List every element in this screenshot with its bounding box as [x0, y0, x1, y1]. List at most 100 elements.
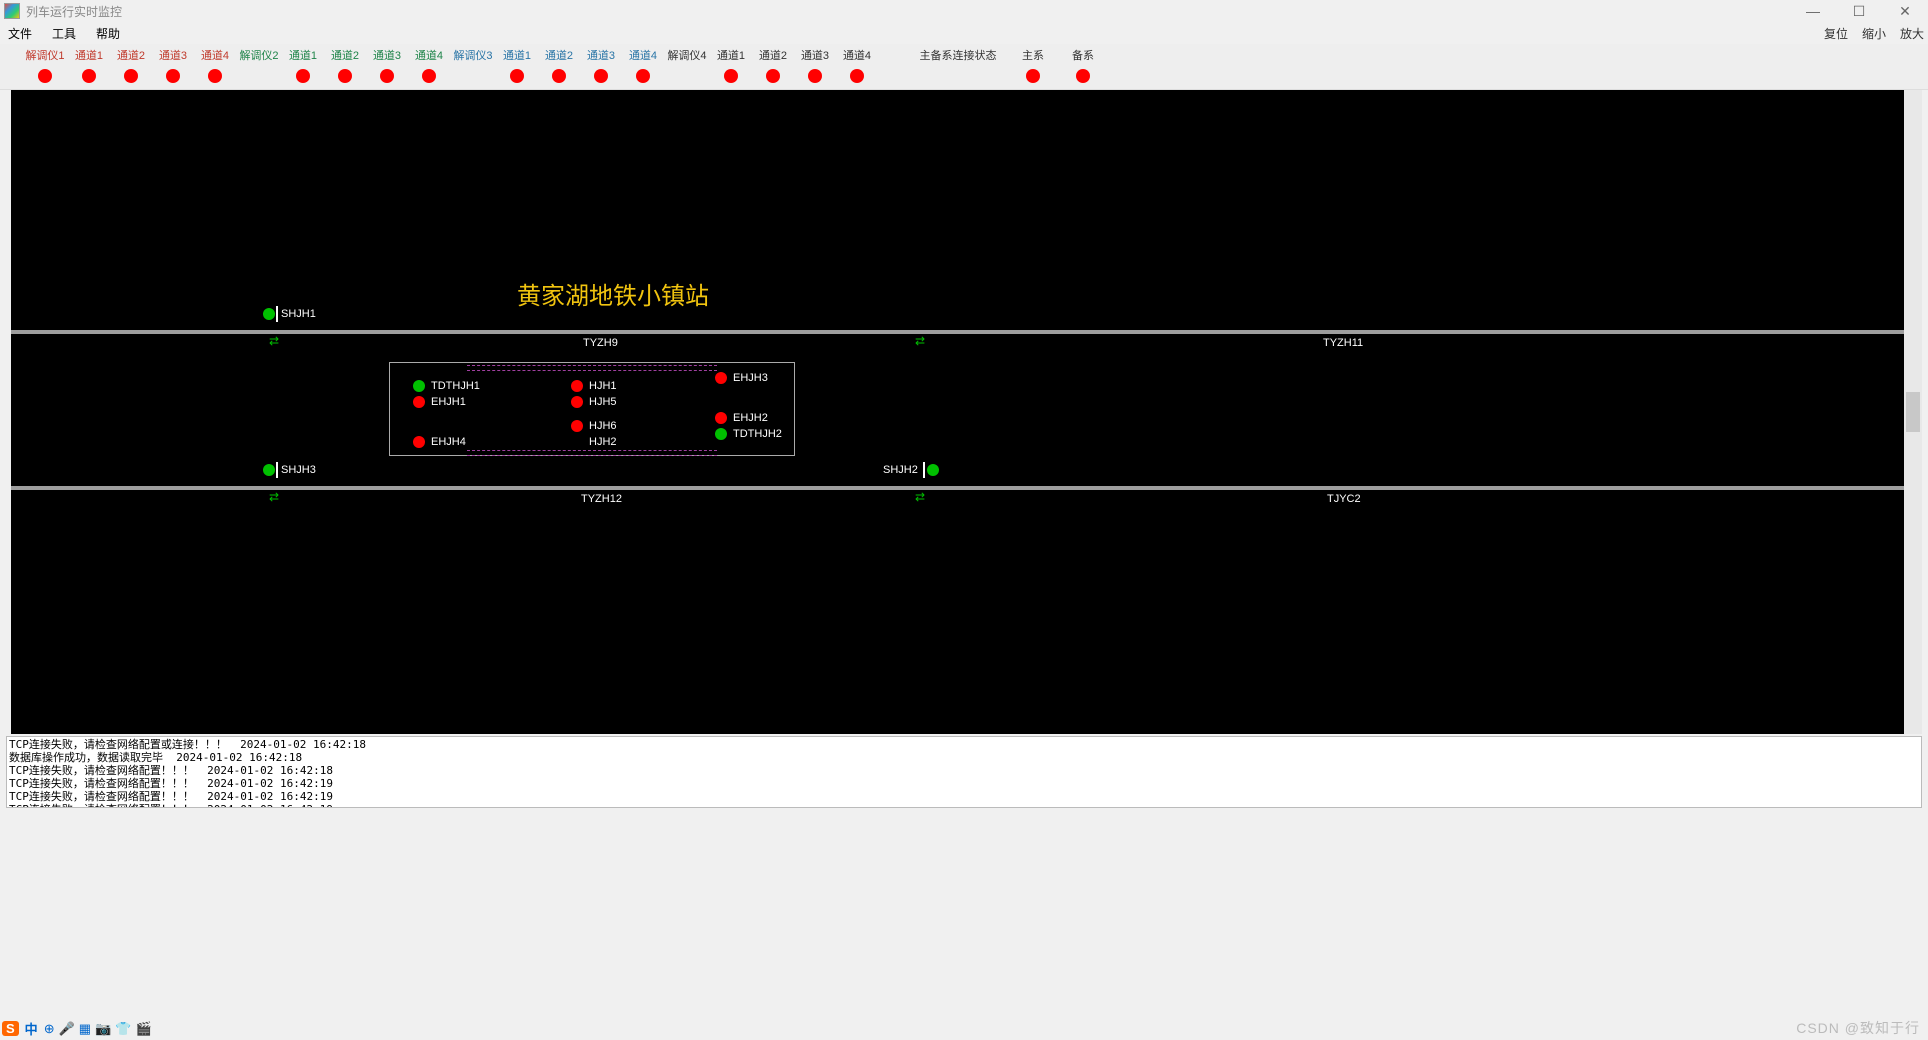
signal-mast [276, 462, 278, 478]
status-cell: 主备系连接状态 [908, 48, 1008, 88]
status-cell: 解调仪4 [664, 48, 710, 88]
status-label: 解调仪2 [236, 48, 282, 64]
signal-light[interactable] [413, 436, 425, 448]
platform-edge [467, 450, 717, 456]
status-label: 通道4 [622, 48, 664, 64]
menu-tool[interactable]: 工具 [52, 25, 76, 42]
status-label: 通道4 [836, 48, 878, 64]
status-dot [908, 64, 1008, 88]
status-dot [1058, 64, 1108, 88]
status-dot [878, 64, 908, 88]
window-close-button[interactable]: ✕ [1882, 0, 1928, 22]
status-dot [324, 64, 366, 88]
platform-edge [467, 365, 717, 371]
menu-file[interactable]: 文件 [8, 25, 32, 42]
signal-light[interactable] [571, 396, 583, 408]
status-cell: 通道1 [282, 48, 324, 88]
signal-mast [923, 462, 925, 478]
ime-lang-icon[interactable]: 中 [25, 1019, 38, 1038]
btn-reset[interactable]: 复位 [1824, 25, 1848, 42]
status-dot [496, 64, 538, 88]
signal-light[interactable] [263, 464, 275, 476]
status-dot [538, 64, 580, 88]
signal-light[interactable] [263, 308, 275, 320]
signal-light[interactable] [715, 428, 727, 440]
station-title: 黄家湖地铁小镇站 [517, 276, 709, 311]
app-icon [4, 3, 20, 19]
track-label: TYZH11 [1323, 337, 1363, 349]
status-dot [664, 64, 710, 88]
track-label: TJYC2 [1327, 493, 1361, 505]
direction-arrow-icon: ⇄ [915, 334, 925, 348]
status-dot [22, 64, 68, 88]
signal-label: TDTHJH2 [733, 428, 782, 440]
direction-arrow-icon: ⇄ [269, 334, 279, 348]
status-cell: 通道4 [622, 48, 664, 88]
status-cell: 解调仪1 [22, 48, 68, 88]
status-cell [878, 48, 908, 88]
status-dot [580, 64, 622, 88]
status-label: 通道4 [408, 48, 450, 64]
signal-light[interactable] [715, 412, 727, 424]
status-cell: 通道4 [194, 48, 236, 88]
status-dot [194, 64, 236, 88]
status-dot [794, 64, 836, 88]
signal-label: SHJH2 [883, 464, 918, 476]
status-label: 通道1 [496, 48, 538, 64]
status-label: 通道3 [152, 48, 194, 64]
track-diagram-canvas[interactable]: 黄家湖地铁小镇站 TYZH9TYZH11TYZH12TJYC2⇄⇄⇄⇄SHJH1… [11, 90, 1917, 734]
signal-light[interactable] [715, 372, 727, 384]
signal-light[interactable] [571, 420, 583, 432]
status-label: 通道1 [68, 48, 110, 64]
ime-tool-icon[interactable]: 👕 [115, 1021, 131, 1036]
status-label: 解调仪4 [664, 48, 710, 64]
status-cell: 主系 [1008, 48, 1058, 88]
ime-tool-icon[interactable]: 📷 [95, 1021, 111, 1036]
window-minimize-button[interactable]: — [1790, 0, 1836, 22]
status-label: 通道2 [752, 48, 794, 64]
direction-arrow-icon: ⇄ [269, 490, 279, 504]
log-panel[interactable]: TCP连接失败，请检查网络配置或连接！！！ 2024-01-02 16:42:1… [6, 736, 1922, 808]
status-cell: 通道2 [110, 48, 152, 88]
signal-light[interactable] [413, 380, 425, 392]
signal-light[interactable] [413, 396, 425, 408]
btn-enlarge[interactable]: 放大 [1900, 25, 1924, 42]
watermark: CSDN @致知于行 [1796, 1018, 1920, 1038]
status-dot [622, 64, 664, 88]
status-dot [110, 64, 152, 88]
status-cell: 通道4 [408, 48, 450, 88]
track-label: TYZH12 [581, 493, 622, 505]
signal-label: TDTHJH1 [431, 380, 480, 392]
signal-light[interactable] [571, 380, 583, 392]
canvas-scrollbar[interactable] [1904, 90, 1922, 734]
ime-logo-icon[interactable]: S [2, 1021, 19, 1036]
status-dot [68, 64, 110, 88]
status-cell: 通道4 [836, 48, 878, 88]
status-label: 主备系连接状态 [908, 48, 1008, 64]
ime-tool-icon[interactable]: ⊕ [44, 1021, 55, 1036]
signal-light[interactable] [927, 464, 939, 476]
status-label: 通道3 [580, 48, 622, 64]
btn-shrink[interactable]: 缩小 [1862, 25, 1886, 42]
ime-tool-icon[interactable]: 🎬 [135, 1021, 151, 1036]
status-dot [1008, 64, 1058, 88]
status-label: 解调仪3 [450, 48, 496, 64]
status-cell: 通道3 [152, 48, 194, 88]
status-dot [282, 64, 324, 88]
status-label: 通道1 [282, 48, 324, 64]
signal-label: SHJH3 [281, 464, 316, 476]
status-label: 主系 [1008, 48, 1058, 64]
status-label: 通道1 [710, 48, 752, 64]
ime-tool-icon[interactable]: ▦ [79, 1021, 91, 1036]
status-cell: 通道3 [794, 48, 836, 88]
status-label [878, 48, 908, 64]
status-label: 通道3 [366, 48, 408, 64]
status-cell: 解调仪2 [236, 48, 282, 88]
status-label: 备系 [1058, 48, 1108, 64]
ime-tool-icon[interactable]: 🎤 [59, 1021, 75, 1036]
status-cell: 通道3 [580, 48, 622, 88]
window-maximize-button[interactable]: ☐ [1836, 0, 1882, 22]
status-dot [836, 64, 878, 88]
status-cell: 通道1 [710, 48, 752, 88]
menu-help[interactable]: 帮助 [96, 25, 120, 42]
